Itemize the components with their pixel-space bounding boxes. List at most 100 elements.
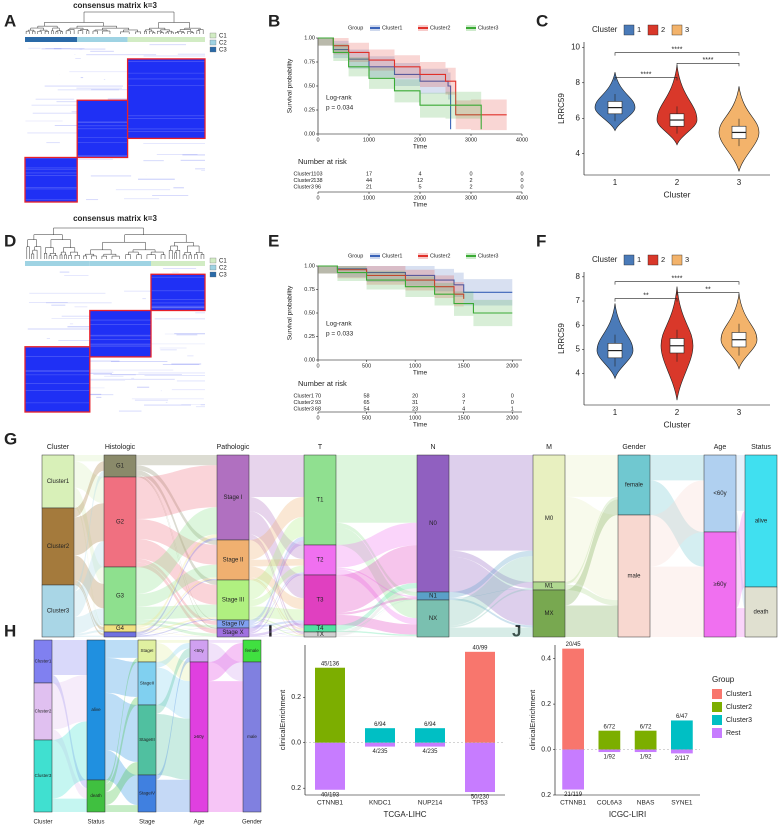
node xyxy=(303,574,337,626)
panel-letter: I xyxy=(268,621,273,640)
legend-swatch xyxy=(712,689,722,699)
node xyxy=(532,454,566,583)
risk-count: 4 xyxy=(418,171,421,177)
y-axis-label: LRRC59 xyxy=(557,93,566,124)
y-tick-label: 0.75 xyxy=(304,59,315,65)
flow xyxy=(74,503,104,556)
node xyxy=(41,584,75,638)
node xyxy=(86,779,106,813)
flow xyxy=(136,577,217,630)
block-border xyxy=(24,156,78,203)
column-label: Gender xyxy=(622,444,646,451)
y-tick-label: 6 xyxy=(576,113,581,122)
heatmap-title: consensus matrix k=3 xyxy=(73,214,157,223)
flow xyxy=(156,713,190,780)
node-label: MX xyxy=(545,611,554,617)
bar xyxy=(415,728,445,743)
flow xyxy=(249,618,304,637)
y-tick-label: 4 xyxy=(576,369,581,378)
x-tick-label: 2 xyxy=(675,178,680,187)
y-tick-label: 7 xyxy=(576,296,581,305)
x-tick-label: KNDC1 xyxy=(369,800,391,807)
risk-count: 23 xyxy=(412,406,418,412)
flow xyxy=(336,568,417,625)
flow xyxy=(736,455,745,511)
confidence-band xyxy=(318,38,451,134)
risk-x-tick-label: 2000 xyxy=(414,195,426,201)
y-tick-label: 4 xyxy=(576,149,581,158)
legend-swatch xyxy=(712,715,722,725)
legend-key-bg xyxy=(466,25,476,31)
legend-label: C3 xyxy=(219,273,227,279)
node-label: G3 xyxy=(116,594,125,600)
value-label: 6/72 xyxy=(640,724,652,730)
flow xyxy=(156,667,190,719)
node-label: T3 xyxy=(316,598,324,604)
flow xyxy=(336,635,417,637)
bar xyxy=(634,730,657,750)
value-label: 4/235 xyxy=(422,749,438,755)
flow xyxy=(105,761,138,806)
cluster-bar xyxy=(25,37,78,42)
value-label: 4/235 xyxy=(372,749,388,755)
flow xyxy=(208,681,243,812)
risk-row-name: Cluster2 xyxy=(294,178,314,184)
survival-curve xyxy=(318,265,513,293)
flow xyxy=(74,555,104,609)
flow xyxy=(74,630,104,636)
risk-count: 70 xyxy=(315,393,321,399)
node-label: Cluster3 xyxy=(47,609,70,615)
flow xyxy=(336,522,417,568)
legend-key-bg xyxy=(418,253,428,259)
panel-letter: C xyxy=(536,11,548,30)
flow xyxy=(249,617,304,632)
flow xyxy=(156,657,190,780)
flow xyxy=(136,475,217,630)
flow xyxy=(136,631,217,637)
flow xyxy=(650,566,704,637)
panel-letter: B xyxy=(268,11,280,30)
bar xyxy=(671,720,693,750)
flow xyxy=(336,522,417,596)
risk-count: 17 xyxy=(366,171,372,177)
flow xyxy=(52,729,87,799)
panel-letter: F xyxy=(536,231,546,250)
risk-count: 93 xyxy=(315,400,321,406)
x-axis-label: Time xyxy=(413,144,428,151)
flow xyxy=(249,622,304,637)
node xyxy=(303,631,337,638)
y-tick-label: 1.00 xyxy=(304,35,315,41)
risk-count: 0 xyxy=(511,400,514,406)
flow xyxy=(74,579,104,630)
flow xyxy=(136,534,217,629)
flow xyxy=(336,582,417,631)
node xyxy=(137,774,157,813)
value-label: 40/193 xyxy=(321,792,340,798)
node-label: NX xyxy=(429,616,437,622)
flow xyxy=(136,617,217,632)
flow xyxy=(249,516,304,600)
annotation: p = 0.033 xyxy=(326,331,354,338)
column-label: Age xyxy=(714,444,727,451)
flow xyxy=(249,578,304,636)
column-label: T xyxy=(318,444,323,451)
flow xyxy=(336,526,417,619)
cluster-bar xyxy=(25,261,90,266)
flow xyxy=(136,538,217,605)
node xyxy=(744,454,778,588)
y-tick-label: 0.0 xyxy=(541,746,551,753)
flow xyxy=(74,470,104,592)
flow xyxy=(52,675,87,730)
bar xyxy=(598,749,621,753)
risk-x-tick-label: 3000 xyxy=(465,195,477,201)
legend-label: Cluster1 xyxy=(382,25,402,31)
column-label: Gender xyxy=(242,820,262,826)
flow xyxy=(249,497,304,560)
risk-count: 4 xyxy=(462,406,465,412)
flow xyxy=(136,618,217,637)
flow xyxy=(136,622,217,637)
flow xyxy=(136,455,217,466)
y-tick-label: 0.00 xyxy=(304,357,315,363)
legend-swatch xyxy=(209,39,217,46)
